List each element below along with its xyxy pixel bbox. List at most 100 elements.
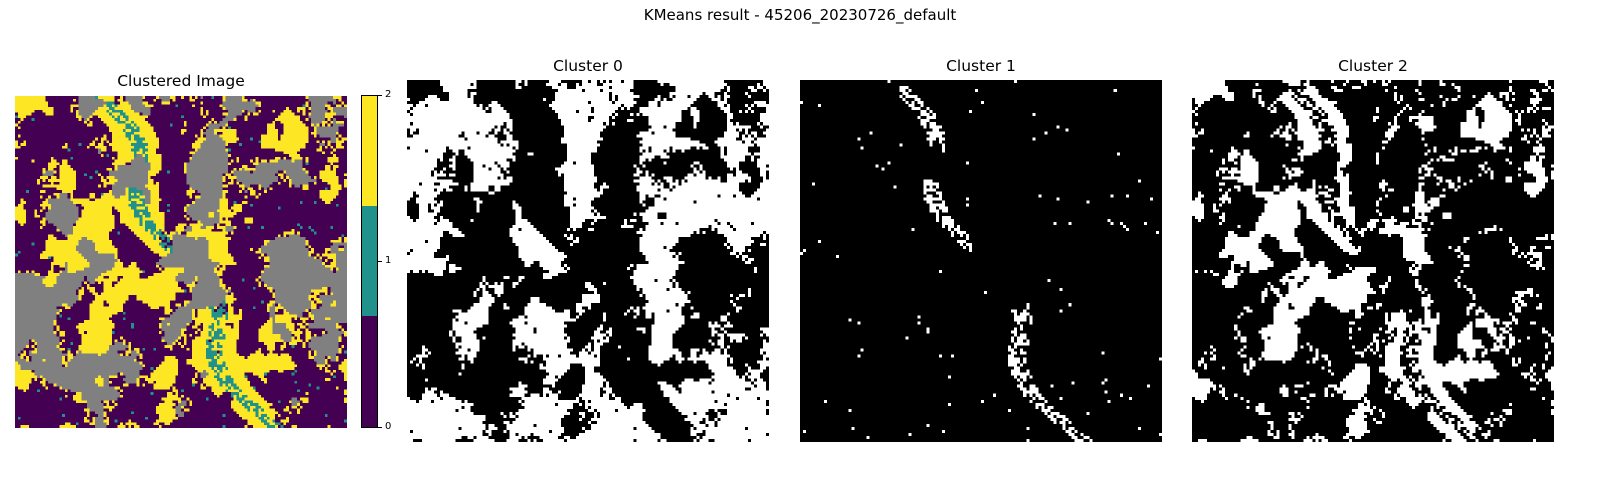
cluster-0-pixel-run	[428, 387, 432, 391]
cluster-0-pixel-run	[720, 149, 724, 153]
clustered-image-pixel-run	[247, 419, 262, 423]
cluster-0-pixel-run	[446, 146, 450, 150]
cluster-0-pixel-run	[696, 360, 706, 364]
cluster-0-pixel-run	[726, 119, 730, 123]
clustered-image-pixel-run	[266, 419, 273, 423]
clustered-image-pixel-run	[305, 107, 309, 110]
clustered-image-pixel-run	[167, 170, 170, 174]
cluster-0-pixel-run	[720, 324, 724, 328]
cluster-0-pixel-run	[723, 333, 727, 337]
cluster-0-pixel-run	[741, 170, 760, 174]
clustered-image-pixel-run	[308, 314, 314, 318]
clustered-image-pixel-run	[205, 350, 217, 354]
cluster-0-pixel-run	[693, 306, 736, 310]
cluster-0-pixel-run	[600, 345, 619, 349]
clustered-image-pixel-run	[28, 386, 46, 390]
clustered-image-pixel-run	[117, 151, 134, 155]
clustered-image-pixel-run	[208, 361, 217, 365]
cluster-0-pixel-run	[633, 224, 646, 228]
cluster-0-pixel-run	[594, 348, 601, 352]
clustered-image-pixel-run	[219, 284, 226, 288]
clustered-image-pixel-run	[214, 131, 217, 135]
clustered-image-pixel-run	[15, 123, 18, 127]
cluster-0-pixel-run	[488, 131, 495, 135]
cluster-0-pixel-run	[515, 221, 531, 225]
clustered-image-pixel-run	[208, 214, 215, 218]
cluster-0-pixel-run	[645, 312, 652, 316]
clustered-image-pixel-run	[228, 239, 264, 243]
clustered-image-pixel-run	[291, 356, 309, 359]
cluster-0-pixel-run	[422, 363, 426, 367]
clustered-image-pixel-run	[311, 253, 317, 257]
clustered-image-pixel-run	[214, 96, 223, 99]
clustered-image-pixel-run	[103, 192, 112, 196]
clustered-image-pixel-run	[322, 145, 325, 149]
clustered-image-pixel-run	[56, 325, 60, 329]
cluster-0-pixel-run	[515, 86, 522, 90]
clustered-image-pixel-run	[272, 181, 278, 185]
clustered-image-pixel-run	[291, 159, 295, 163]
clustered-image-pixel-run	[192, 226, 201, 229]
cluster-0-pixel-run	[461, 267, 543, 271]
clustered-image-pixel-run	[15, 392, 76, 395]
cluster-0-pixel-run	[690, 233, 724, 238]
clustered-image-pixel-run	[100, 151, 118, 155]
clustered-image-pixel-run	[78, 350, 82, 354]
clustered-image-pixel-run	[322, 256, 328, 260]
clustered-image-pixel-run	[294, 336, 298, 340]
clustered-image-pixel-run	[45, 217, 79, 221]
cluster-0-pixel-run	[696, 98, 712, 102]
clustered-image-pixel-run	[308, 353, 312, 357]
clustered-image-pixel-run	[158, 145, 193, 149]
cluster-0-pixel-run	[467, 185, 471, 189]
cluster-0-pixel-run	[747, 92, 769, 96]
cluster-0-pixel-run	[627, 357, 631, 361]
cluster-0-pixel-run	[407, 327, 453, 331]
clustered-image-pixel-run	[15, 358, 27, 362]
clustered-image-pixel-run	[15, 264, 51, 268]
clustered-image-pixel-run	[164, 231, 168, 235]
clustered-image-pixel-run	[311, 311, 347, 315]
cluster-0-pixel-run	[518, 345, 525, 349]
cluster-0-pixel-run	[428, 149, 447, 153]
cluster-0-pixel-run	[639, 227, 643, 231]
clustered-image-pixel-run	[73, 226, 115, 229]
clustered-image-pixel-run	[200, 129, 204, 133]
clustered-image-pixel-run	[291, 345, 295, 348]
clustered-image-pixel-run	[236, 397, 245, 401]
clustered-image-pixel-run	[244, 356, 248, 359]
cluster-0-pixel-run	[554, 245, 640, 250]
clustered-image-pixel-run	[67, 195, 71, 199]
clustered-image-pixel-run	[67, 350, 71, 354]
cluster-0-pixel-run	[750, 89, 757, 93]
clustered-image-pixel-run	[136, 201, 143, 205]
clustered-image-pixel-run	[264, 190, 267, 193]
cluster-0-pixel-run	[419, 209, 429, 213]
cluster-0-pixel-run	[407, 200, 417, 204]
cluster-0-pixel-run	[434, 197, 474, 201]
cluster-0-pixel-run	[407, 399, 417, 403]
clustered-image-pixel-run	[128, 192, 132, 196]
cluster-0-pixel-run	[711, 98, 721, 102]
cluster-0-pixel-run	[512, 239, 549, 244]
cluster-0-pixel-run	[672, 342, 712, 346]
clustered-image-pixel-run	[324, 248, 331, 252]
clustered-image-pixel-run	[153, 181, 157, 185]
clustered-image-pixel-run	[64, 347, 68, 351]
cluster-0-pixel-run	[693, 170, 700, 174]
clustered-image-pixel-run	[125, 422, 137, 426]
clustered-image-pixel-run	[302, 165, 325, 169]
cluster-0-pixel-run	[672, 384, 679, 388]
clustered-image-pixel-run	[67, 143, 79, 146]
cluster-0-pixel-run	[407, 131, 411, 135]
clustered-image-pixel-run	[133, 131, 157, 135]
clustered-image-pixel-run	[109, 345, 129, 348]
cluster-0-pixel-run	[663, 393, 727, 397]
clustered-image-pixel-run	[305, 342, 309, 346]
clustered-image-pixel-run	[225, 195, 245, 199]
clustered-image-pixel-run	[214, 331, 223, 335]
cluster-0-pixel-run	[515, 212, 522, 216]
clustered-image-pixel-run	[122, 96, 126, 99]
cluster-0-pixel-run	[518, 83, 525, 87]
cluster-0-pixel-run	[603, 381, 607, 385]
